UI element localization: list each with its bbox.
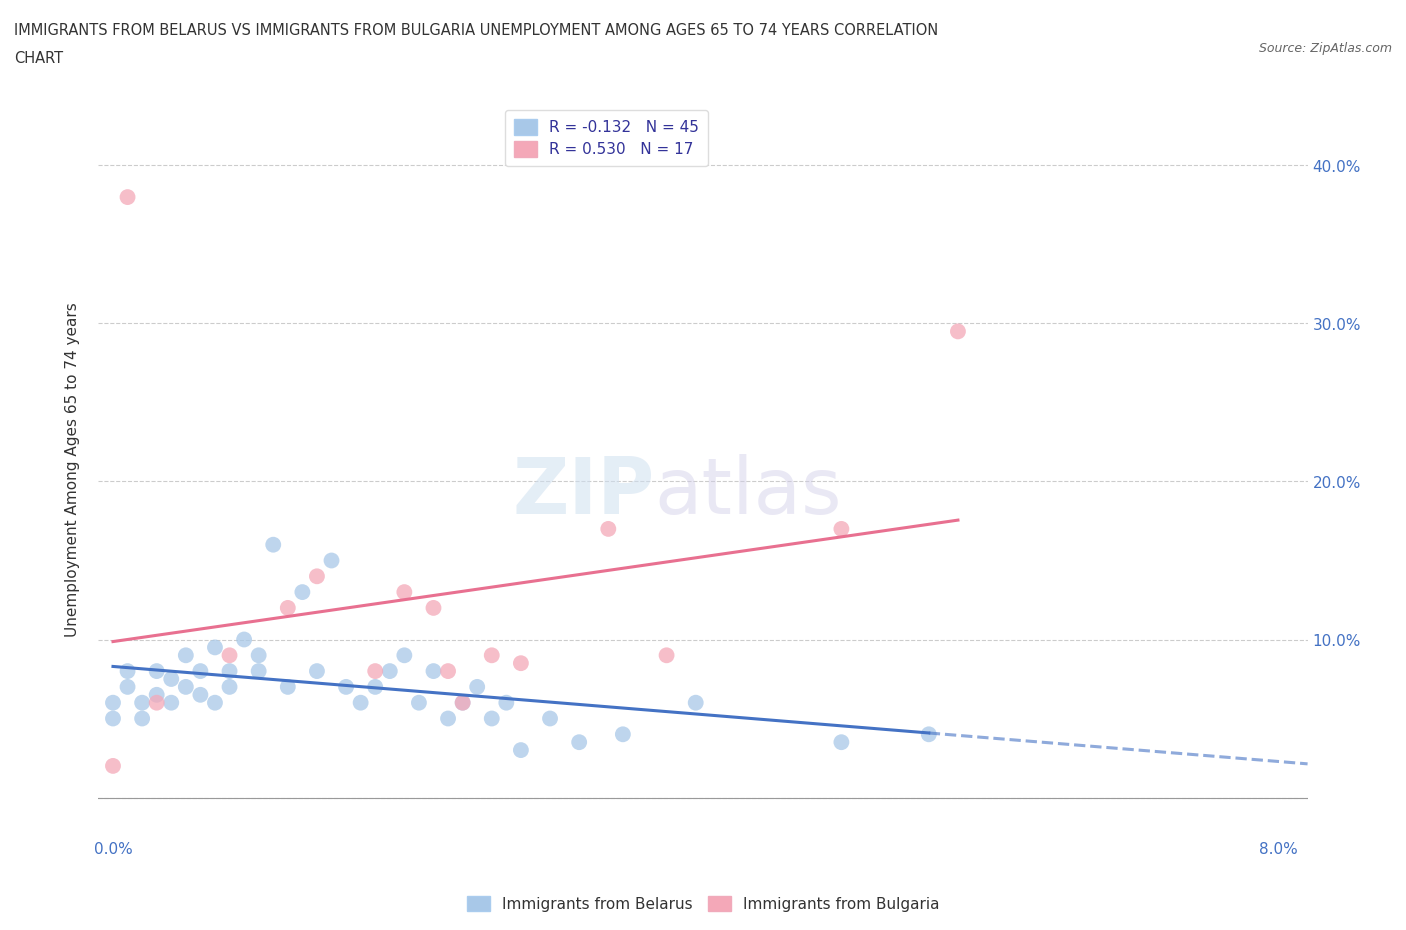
Point bbox=[174, 648, 197, 663]
Point bbox=[218, 664, 240, 679]
Point bbox=[509, 743, 531, 758]
Point bbox=[364, 680, 387, 695]
Point bbox=[262, 538, 284, 552]
Point bbox=[247, 664, 270, 679]
Point bbox=[422, 601, 444, 616]
Point bbox=[204, 696, 226, 711]
Legend: R = -0.132   N = 45, R = 0.530   N = 17: R = -0.132 N = 45, R = 0.530 N = 17 bbox=[505, 110, 709, 166]
Point bbox=[538, 711, 561, 726]
Point bbox=[117, 664, 139, 679]
Point bbox=[174, 680, 197, 695]
Point bbox=[101, 759, 124, 774]
Point bbox=[394, 648, 416, 663]
Point bbox=[145, 664, 167, 679]
Point bbox=[612, 727, 634, 742]
Point bbox=[218, 648, 240, 663]
Point bbox=[305, 664, 328, 679]
Point bbox=[408, 696, 430, 711]
Point bbox=[451, 696, 474, 711]
Point bbox=[437, 711, 460, 726]
Point bbox=[117, 680, 139, 695]
Point bbox=[160, 696, 183, 711]
Point bbox=[918, 727, 941, 742]
Text: Source: ZipAtlas.com: Source: ZipAtlas.com bbox=[1258, 42, 1392, 55]
Point bbox=[451, 696, 474, 711]
Point bbox=[101, 696, 124, 711]
Text: atlas: atlas bbox=[655, 454, 842, 530]
Point bbox=[204, 640, 226, 655]
Point bbox=[830, 522, 852, 537]
Point bbox=[422, 664, 444, 679]
Point bbox=[495, 696, 517, 711]
Point bbox=[145, 696, 167, 711]
Point bbox=[481, 648, 503, 663]
Text: CHART: CHART bbox=[14, 51, 63, 66]
Point bbox=[350, 696, 373, 711]
Point bbox=[509, 656, 531, 671]
Point bbox=[655, 648, 678, 663]
Point bbox=[160, 671, 183, 686]
Point bbox=[101, 711, 124, 726]
Point bbox=[117, 190, 139, 205]
Point bbox=[437, 664, 460, 679]
Point bbox=[131, 696, 153, 711]
Point bbox=[233, 632, 256, 647]
Point bbox=[305, 569, 328, 584]
Point bbox=[465, 680, 488, 695]
Point bbox=[946, 324, 969, 339]
Point bbox=[247, 648, 270, 663]
Point bbox=[277, 680, 299, 695]
Point bbox=[598, 522, 620, 537]
Point bbox=[145, 687, 167, 702]
Point bbox=[291, 585, 314, 600]
Point bbox=[335, 680, 357, 695]
Y-axis label: Unemployment Among Ages 65 to 74 years: Unemployment Among Ages 65 to 74 years bbox=[65, 302, 80, 637]
Point bbox=[321, 553, 343, 568]
Point bbox=[277, 601, 299, 616]
Point bbox=[685, 696, 707, 711]
Point bbox=[131, 711, 153, 726]
Point bbox=[394, 585, 416, 600]
Legend: Immigrants from Belarus, Immigrants from Bulgaria: Immigrants from Belarus, Immigrants from… bbox=[461, 889, 945, 918]
Point bbox=[190, 664, 212, 679]
Point bbox=[830, 735, 852, 750]
Point bbox=[364, 664, 387, 679]
Point bbox=[190, 687, 212, 702]
Point bbox=[568, 735, 591, 750]
Text: IMMIGRANTS FROM BELARUS VS IMMIGRANTS FROM BULGARIA UNEMPLOYMENT AMONG AGES 65 T: IMMIGRANTS FROM BELARUS VS IMMIGRANTS FR… bbox=[14, 23, 938, 38]
Point bbox=[218, 680, 240, 695]
Point bbox=[378, 664, 401, 679]
Text: ZIP: ZIP bbox=[512, 454, 655, 530]
Point bbox=[481, 711, 503, 726]
